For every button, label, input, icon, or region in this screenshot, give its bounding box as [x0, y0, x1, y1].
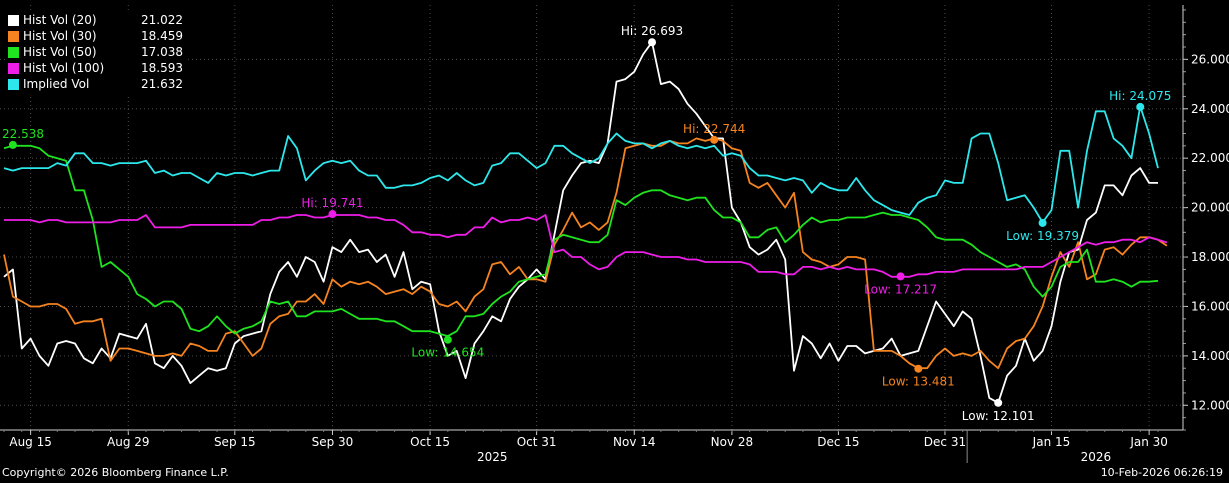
x-tick-label: Dec 15: [817, 435, 859, 449]
y-tick-label: 26.000: [1191, 52, 1229, 66]
y-tick-label: 14.000: [1191, 349, 1229, 363]
extreme-label: Hi: 22.744: [683, 122, 745, 136]
legend-swatch: [8, 62, 19, 74]
legend-series-name: Implied Vol: [23, 77, 90, 91]
y-tick-label: 22.000: [1191, 151, 1229, 165]
y-tick-label: 16.000: [1191, 299, 1229, 313]
x-tick-label: Nov 14: [613, 435, 656, 449]
extreme-label: Low: 19.379: [1006, 229, 1079, 243]
legend-swatch: [8, 14, 19, 26]
x-tick-label: Nov 28: [711, 435, 754, 449]
series-line-4: [4, 214, 1168, 278]
x-tick-label: Jan 15: [1032, 435, 1071, 449]
extreme-marker: [1136, 102, 1145, 111]
extreme-marker: [8, 140, 17, 149]
legend-item: Hist Vol (20) 21.022: [8, 12, 183, 28]
y-tick-label: 24.000: [1191, 102, 1229, 116]
legend-last-value: 21.632: [141, 77, 183, 91]
extreme-marker: [443, 335, 452, 344]
x-tick-label: Jan 30: [1129, 435, 1168, 449]
extreme-marker: [914, 364, 923, 373]
y-tick-label: 20.000: [1191, 201, 1229, 215]
legend-last-value: 18.593: [141, 61, 183, 75]
legend-last-value: 17.038: [141, 45, 183, 59]
extreme-label: Low: 13.481: [882, 375, 955, 389]
series-line-5: [3, 105, 1159, 224]
x-tick-label: Oct 31: [517, 435, 557, 449]
extreme-marker: [648, 38, 657, 47]
legend-item: Implied Vol 21.632: [8, 76, 183, 92]
extreme-label: Hi: 22.538: [0, 127, 44, 141]
legend-swatch: [8, 46, 19, 58]
legend-item: Hist Vol (50) 17.038: [8, 44, 183, 60]
extreme-label: Hi: 19.741: [301, 196, 363, 210]
series-line-2: [3, 137, 1168, 370]
extreme-marker: [328, 210, 337, 219]
legend-series-name: Hist Vol (100): [23, 61, 105, 75]
legend-last-value: 18.459: [141, 29, 183, 43]
extreme-label: Low: 14.654: [411, 346, 484, 360]
series-line-1: [3, 41, 1158, 404]
x-tick-label: Oct 15: [410, 435, 450, 449]
x-tick-label: Aug 15: [9, 435, 52, 449]
extreme-marker: [1038, 218, 1047, 227]
legend: Hist Vol (20) 21.022 Hist Vol (30) 18.459 Hi…: [6, 10, 185, 94]
x-tick-label: Dec 31: [924, 435, 966, 449]
extreme-label: Low: 17.217: [864, 282, 937, 296]
y-tick-label: 12.000: [1191, 398, 1229, 412]
x-tick-label: Aug 29: [107, 435, 150, 449]
year-label: 2025: [477, 450, 508, 464]
extreme-label: Hi: 26.693: [621, 24, 683, 38]
legend-series-name: Hist Vol (30): [23, 29, 97, 43]
legend-item: Hist Vol (100) 18.593: [8, 60, 183, 76]
copyright-text: Copyright© 2026 Bloomberg Finance L.P.: [2, 466, 229, 479]
extreme-label: Hi: 24.075: [1109, 89, 1171, 103]
extreme-marker: [710, 135, 719, 144]
legend-swatch: [8, 78, 19, 90]
series-line-3: [3, 144, 1159, 338]
legend-series-name: Hist Vol (50): [23, 45, 97, 59]
x-tick-label: Sep 15: [214, 435, 256, 449]
x-tick-label: Sep 30: [312, 435, 354, 449]
legend-last-value: 21.022: [141, 13, 183, 27]
extreme-label: Low: 12.101: [962, 409, 1035, 423]
timestamp-text: 10-Feb-2026 06:26:19: [1100, 466, 1223, 479]
year-label: 2026: [1081, 450, 1112, 464]
legend-item: Hist Vol (30) 18.459: [8, 28, 183, 44]
legend-swatch: [8, 30, 19, 42]
extreme-marker: [896, 272, 905, 281]
y-tick-label: 18.000: [1191, 250, 1229, 264]
legend-series-name: Hist Vol (20): [23, 13, 97, 27]
extreme-marker: [994, 398, 1003, 407]
